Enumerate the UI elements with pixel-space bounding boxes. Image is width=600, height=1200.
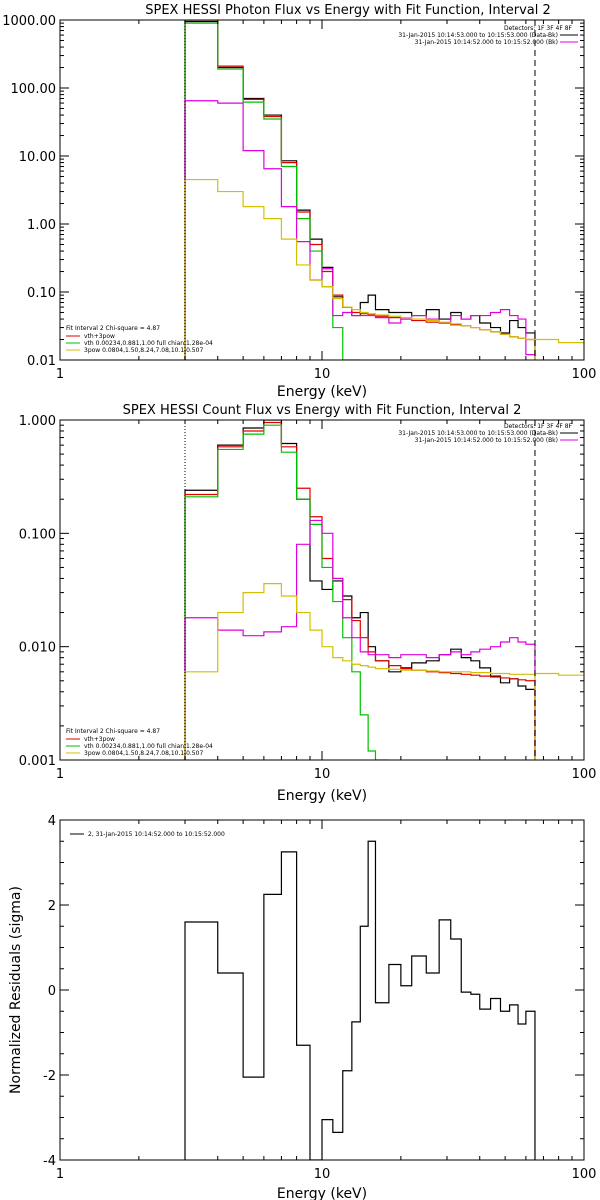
legend-entry-data-bk: 31-Jan-2015 10:14:53.000 to 10:15:53.000… (398, 32, 558, 39)
chart-title: SPEX HESSI Count Flux vs Energy with Fit… (123, 403, 522, 418)
series-group (184, 20, 584, 360)
plot-area: 1 10 100 1.000 0.100 0.010 0.001 (19, 414, 597, 782)
y-axis-label: Normalized Residuals (sigma) (8, 886, 24, 1094)
legend-entry-data-bk: 31-Jan-2015 10:14:53.000 to 10:15:53.000… (398, 430, 558, 437)
legend-entry-vth: vth 0.00234,0.881,1.00 full chian 1.28e-… (84, 340, 213, 347)
y-tick-label: 100.00 (11, 82, 57, 97)
series-line-data-bk (184, 420, 536, 760)
x-tick-label: 1 (56, 767, 64, 782)
y-tick-label: 1.000 (19, 414, 56, 429)
series-line-3pow-tail (534, 338, 584, 344)
legend-entry-3pow: 3pow 0.0804,1.50,8.24,7.08,10.1,0.507 (84, 347, 203, 354)
series-group (184, 420, 584, 760)
y-tick-label: 0.10 (27, 286, 56, 301)
y-tick-label: 2 (48, 899, 56, 914)
series-line-vth-3pow (184, 421, 536, 760)
legend-entry-bk: 31-Jan-2015 10:14:52.000 to 10:15:52.000… (415, 437, 558, 444)
series-line-3pow (184, 178, 536, 360)
series-line-vth (184, 424, 389, 760)
x-tick-label: 1 (56, 367, 64, 382)
legend-top-right: Detectors: 1F 3F 4F 8F 31-Jan-2015 10:14… (398, 25, 578, 46)
legend-header: Detectors: 1F 3F 4F 8F (504, 25, 573, 32)
chart-title: SPEX HESSI Photon Flux vs Energy with Fi… (145, 3, 551, 18)
legend-fit-header: Fit Interval 2 Chi-square = 4.87 (66, 325, 160, 332)
axes-frame (59, 19, 585, 361)
count-flux-panel: SPEX HESSI Count Flux vs Energy with Fit… (19, 403, 597, 804)
legend-entry-vth-3pow: vth+3pow (84, 736, 115, 743)
legend-entry-vth-3pow: vth+3pow (84, 333, 115, 340)
legend-fit-header: Fit Interval 2 Chi-square = 4.87 (66, 728, 160, 735)
legend-entry-3pow: 3pow 0.0804,1.50,8.24,7.08,10.1,0.507 (84, 750, 203, 757)
x-tick-label: 100 (572, 767, 597, 782)
legend-entry-residuals: 2, 31-Jan-2015 10:14:52.000 to 10:15:52.… (88, 831, 225, 838)
x-axis-label: Energy (keV) (277, 1186, 367, 1200)
y-tick-label: 0.001 (19, 754, 56, 769)
legend-entry-vth: vth 0.00234,0.881,1.00 full chian 1.28e-… (84, 743, 213, 750)
series-line-bk (184, 519, 536, 760)
plot-area: 1 10 100 4 2 0 -2 -4 (43, 814, 596, 1182)
x-tick-label: 100 (572, 1167, 597, 1182)
legend-top-right: Detectors: 1F 3F 4F 8F 31-Jan-2015 10:14… (398, 423, 578, 444)
y-tick-label: 0 (48, 984, 56, 999)
y-tick-label: 0.100 (19, 527, 56, 542)
legend-entry-bk: 31-Jan-2015 10:14:52.000 to 10:15:52.000… (415, 39, 558, 46)
series-line-vth (184, 22, 361, 360)
y-tick-label: 10.00 (19, 150, 56, 165)
y-tick-label: 1.00 (27, 218, 56, 233)
series-line-data-bk (184, 20, 536, 360)
x-axis-label: Energy (keV) (277, 788, 367, 804)
legend-bottom-left: Fit Interval 2 Chi-square = 4.87 vth+3po… (66, 325, 213, 354)
plot-area: 1 10 100 1000.00 100.00 10.00 1.00 0.10 0.01 (2, 14, 596, 382)
series-group (184, 840, 536, 1160)
axes-frame (59, 819, 585, 1161)
y-tick-label: 1000.00 (2, 14, 56, 29)
y-tick-label: 4 (48, 814, 56, 829)
x-tick-label: 10 (314, 767, 331, 782)
y-tick-label: 0.010 (19, 641, 56, 656)
y-tick-label: -4 (43, 1154, 56, 1169)
series-line-3pow-tail (534, 672, 584, 676)
x-tick-label: 100 (572, 367, 597, 382)
residuals-panel: 1 10 100 4 2 0 -2 -4 Energy (keV) Normalized Re… (8, 814, 596, 1200)
x-tick-label: 10 (314, 1167, 331, 1182)
y-tick-label: 0.01 (27, 354, 56, 369)
series-line-bk (184, 100, 536, 360)
legend-top-left: 2, 31-Jan-2015 10:14:52.000 to 10:15:52.… (70, 831, 225, 838)
legend-header: Detectors: 1F 3F 4F 8F (504, 423, 573, 430)
photon-flux-panel: SPEX HESSI Photon Flux vs Energy with Fi… (2, 3, 596, 400)
y-tick-label: -2 (43, 1069, 56, 1084)
x-axis-label: Energy (keV) (277, 384, 367, 400)
x-tick-label: 1 (56, 1167, 64, 1182)
legend-bottom-left: Fit Interval 2 Chi-square = 4.87 vth+3po… (66, 728, 213, 757)
series-line-3pow (184, 583, 536, 760)
axes-frame (59, 419, 585, 761)
series-line-series-0 (184, 840, 536, 1160)
x-tick-label: 10 (314, 367, 331, 382)
